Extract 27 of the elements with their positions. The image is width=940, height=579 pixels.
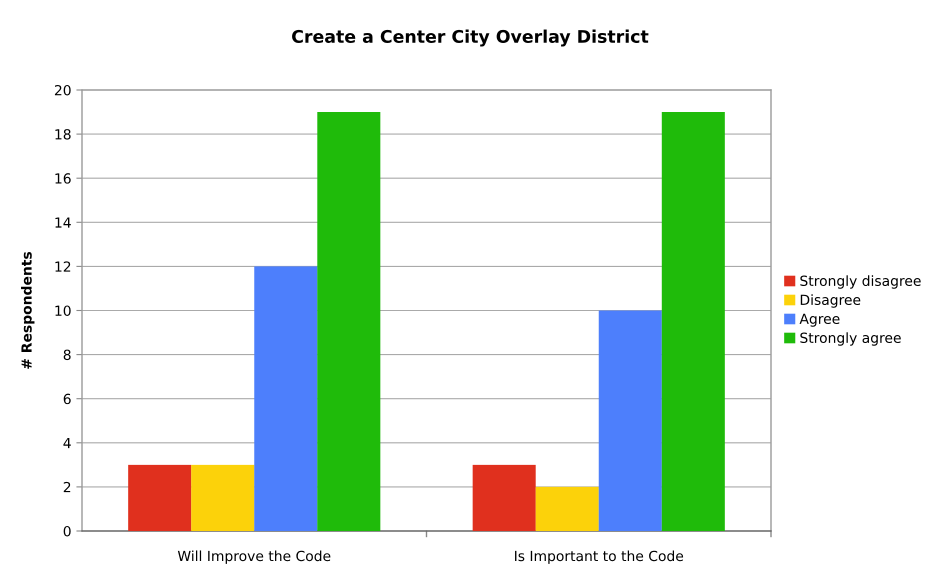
legend-label: Disagree <box>800 294 860 308</box>
y-tick-label: 6 <box>64 394 71 404</box>
y-tick-label: 16 <box>55 173 71 184</box>
y-tick-label: 0 <box>64 526 71 536</box>
y-tick-label: 14 <box>55 217 71 228</box>
bar <box>254 266 318 531</box>
x-tick-label: Will Improve the Code <box>178 550 330 564</box>
bar <box>598 310 662 531</box>
y-tick-label: 2 <box>64 482 70 492</box>
y-tick-label: 4 <box>63 438 71 448</box>
y-tick-label: 20 <box>54 84 71 96</box>
bar <box>662 112 725 531</box>
bar <box>128 464 192 531</box>
chart-title: Create a Center City Overlay District <box>292 30 648 46</box>
legend-label: Strongly agree <box>800 332 901 346</box>
y-tick-label: 12 <box>55 261 70 272</box>
y-tick-label: 8 <box>64 350 71 360</box>
legend-label: Agree <box>800 314 840 327</box>
bar <box>536 486 599 531</box>
bar <box>472 464 536 531</box>
y-tick-label: 10 <box>55 305 71 316</box>
legend-label: Strongly disagree <box>800 275 921 289</box>
x-tick-label: Is Important to the Code <box>515 550 684 564</box>
bar <box>317 112 380 531</box>
bar <box>191 464 254 531</box>
y-axis-title: # Respondents <box>21 252 34 369</box>
y-tick-label: 18 <box>55 129 71 140</box>
